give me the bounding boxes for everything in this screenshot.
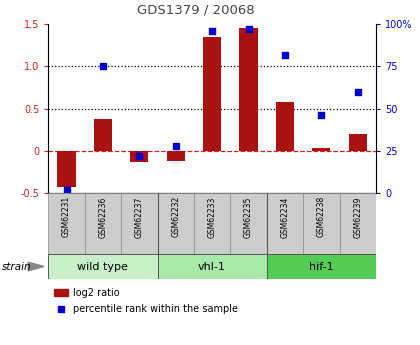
FancyBboxPatch shape: [85, 193, 121, 254]
Text: vhl-1: vhl-1: [198, 262, 226, 272]
Bar: [312, 148, 331, 151]
Text: GSM62231: GSM62231: [62, 196, 71, 237]
FancyBboxPatch shape: [303, 193, 339, 254]
Bar: [203, 37, 221, 151]
FancyBboxPatch shape: [48, 254, 158, 279]
Text: GSM62233: GSM62233: [207, 196, 217, 238]
Text: GSM62237: GSM62237: [135, 196, 144, 238]
Text: GSM62234: GSM62234: [281, 196, 289, 238]
Text: GDS1379 / 20068: GDS1379 / 20068: [137, 3, 255, 17]
Text: GSM62239: GSM62239: [353, 196, 362, 238]
Bar: [239, 28, 257, 151]
FancyBboxPatch shape: [48, 193, 85, 254]
Text: GSM62232: GSM62232: [171, 196, 180, 237]
Text: strain: strain: [2, 262, 32, 272]
Bar: [94, 119, 112, 151]
FancyBboxPatch shape: [158, 254, 267, 279]
Point: [354, 89, 361, 95]
FancyBboxPatch shape: [230, 193, 267, 254]
Point: [245, 27, 252, 32]
Point: [209, 28, 215, 34]
Bar: [58, 151, 76, 187]
Bar: [276, 102, 294, 151]
Text: log2 ratio: log2 ratio: [73, 287, 120, 297]
FancyBboxPatch shape: [339, 193, 376, 254]
FancyBboxPatch shape: [267, 254, 376, 279]
Text: hif-1: hif-1: [309, 262, 333, 272]
Text: GSM62236: GSM62236: [98, 196, 108, 238]
Point: [57, 306, 64, 312]
FancyBboxPatch shape: [158, 193, 194, 254]
Bar: [167, 151, 185, 161]
Bar: [130, 151, 148, 162]
Point: [318, 113, 325, 118]
Point: [281, 52, 288, 57]
FancyBboxPatch shape: [121, 193, 158, 254]
Point: [172, 143, 179, 149]
Text: wild type: wild type: [77, 262, 129, 272]
Bar: [349, 134, 367, 151]
FancyBboxPatch shape: [194, 193, 230, 254]
Text: GSM62238: GSM62238: [317, 196, 326, 237]
Text: GSM62235: GSM62235: [244, 196, 253, 238]
Point: [100, 63, 106, 69]
Point: [63, 187, 70, 193]
Text: percentile rank within the sample: percentile rank within the sample: [73, 304, 238, 314]
FancyBboxPatch shape: [267, 193, 303, 254]
Bar: [53, 289, 68, 296]
Point: [136, 153, 143, 159]
Polygon shape: [28, 262, 44, 271]
